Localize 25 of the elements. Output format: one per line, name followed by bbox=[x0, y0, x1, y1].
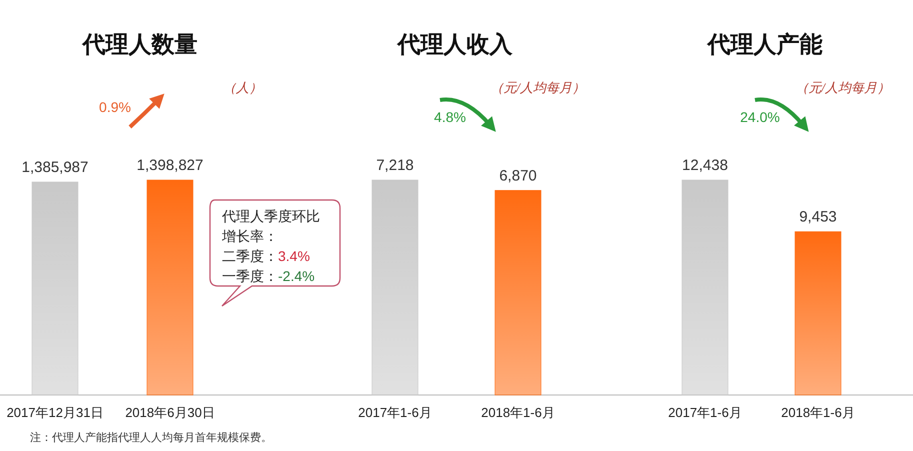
x-tick-label: 2017年12月31日 bbox=[6, 405, 104, 420]
chart-title: 代理人数量 bbox=[82, 31, 198, 57]
x-tick-label: 2017年1-6月 bbox=[358, 405, 432, 420]
data-label: 7,218 bbox=[376, 157, 414, 174]
chart-title: 代理人收入 bbox=[396, 31, 514, 57]
x-tick-label: 2018年6月30日 bbox=[125, 405, 215, 420]
annotation: 二季度：3.4% bbox=[222, 248, 310, 264]
text: 24.0% bbox=[740, 109, 780, 125]
data-label: 12,438 bbox=[682, 157, 728, 174]
text: 0.9% bbox=[99, 99, 131, 115]
chart-title: 代理人产能 bbox=[706, 31, 822, 57]
text: 4.8% bbox=[434, 109, 466, 125]
x-tick-label: 2018年1-6月 bbox=[481, 405, 555, 420]
data-label: 6,870 bbox=[499, 167, 537, 184]
annotation: 代理人季度环比增长率： bbox=[221, 208, 320, 244]
data-label: 1,398,827 bbox=[136, 157, 204, 174]
data-label: 1,385,987 bbox=[22, 158, 88, 176]
annotation: 一季度：-2.4% bbox=[222, 268, 315, 284]
x-tick-label: 2017年1-6月 bbox=[668, 405, 742, 420]
chart-subtitle: （人） bbox=[223, 80, 262, 95]
chart-subtitle: （元/人均每月） bbox=[490, 80, 585, 95]
data-label: 9,453 bbox=[799, 208, 837, 226]
text: 注：代理人产能指代理人人均每月首年规模保费。 bbox=[30, 431, 272, 444]
x-tick-label: 2018年1-6月 bbox=[781, 405, 855, 420]
chart-subtitle: （元/人均每月） bbox=[795, 80, 890, 95]
